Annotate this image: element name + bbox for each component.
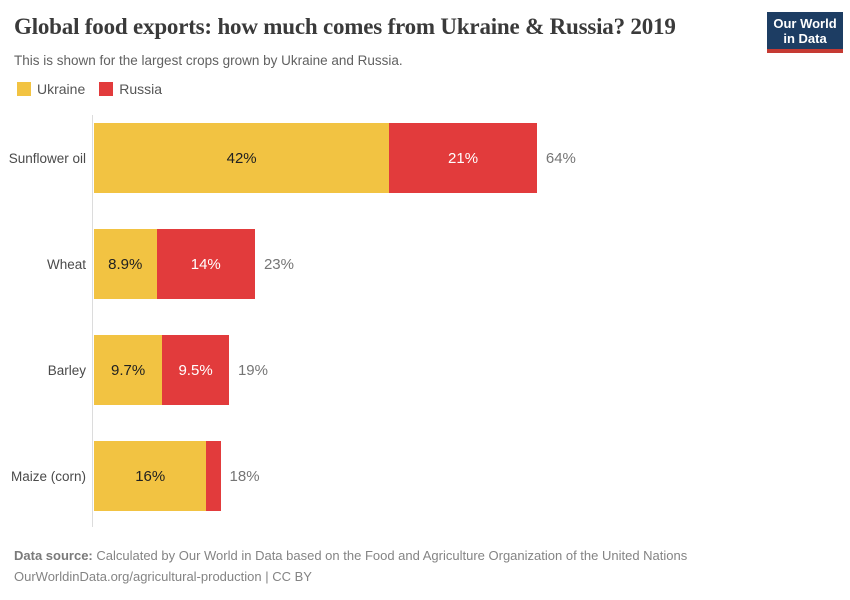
citation-line: OurWorldinData.org/agricultural-producti… xyxy=(14,566,836,587)
legend: Ukraine Russia xyxy=(17,81,162,97)
ukraine-value-label: 9.7% xyxy=(110,361,146,379)
category-label: Wheat xyxy=(46,256,86,272)
footer-separator: | xyxy=(261,569,273,584)
bar-chart: Sunflower oil 42% 21% 64% Wheat 8.9% 14% xyxy=(0,115,850,527)
page-title: Global food exports: how much comes from… xyxy=(14,14,676,39)
ukraine-bar-segment[interactable]: 42% xyxy=(94,123,390,193)
russia-bar-segment[interactable]: 14% xyxy=(156,229,255,299)
category-label: Barley xyxy=(47,362,86,378)
russia-bar-segment[interactable]: 21% xyxy=(389,123,537,193)
ukraine-swatch-icon xyxy=(17,82,31,96)
data-source-prefix: Data source: xyxy=(14,548,93,563)
chart-subtitle: This is shown for the largest crops grow… xyxy=(14,53,403,68)
total-value-label: 18% xyxy=(229,467,260,485)
total-value-label: 23% xyxy=(263,255,294,273)
data-source-text: Calculated by Our World in Data based on… xyxy=(92,548,688,563)
legend-item-ukraine[interactable]: Ukraine xyxy=(17,81,85,97)
footer: Data source: Calculated by Our World in … xyxy=(14,545,836,587)
legend-item-russia[interactable]: Russia xyxy=(99,81,162,97)
owid-logo: Our World in Data xyxy=(767,12,843,53)
ukraine-value-label: 42% xyxy=(226,149,257,167)
ukraine-bar-segment[interactable]: 16% xyxy=(94,441,207,511)
russia-bar-segment[interactable] xyxy=(206,441,221,511)
y-axis-line xyxy=(92,115,93,527)
category-label: Maize (corn) xyxy=(10,468,86,484)
data-source-line: Data source: Calculated by Our World in … xyxy=(14,545,836,566)
category-label: Sunflower oil xyxy=(8,150,86,166)
bar-row-maize-corn: Maize (corn) 16% 18% xyxy=(0,441,850,511)
legend-label-ukraine: Ukraine xyxy=(37,81,86,97)
bar-track: 9.7% 9.5% 19% xyxy=(94,335,268,405)
russia-bar-segment[interactable]: 9.5% xyxy=(162,335,229,405)
bar-row-sunflower-oil: Sunflower oil 42% 21% 64% xyxy=(0,123,850,193)
total-value-label: 64% xyxy=(545,149,576,167)
legend-label-russia: Russia xyxy=(119,81,163,97)
ukraine-value-label: 16% xyxy=(135,467,166,485)
russia-value-label: 21% xyxy=(448,149,479,167)
russia-value-label: 14% xyxy=(190,255,221,273)
russia-swatch-icon xyxy=(99,82,114,96)
ukraine-value-label: 8.9% xyxy=(108,255,143,273)
bar-row-barley: Barley 9.7% 9.5% 19% xyxy=(0,335,850,405)
bar-row-wheat: Wheat 8.9% 14% 23% xyxy=(0,229,850,299)
owid-logo-text: Our World in Data xyxy=(767,12,843,49)
total-value-label: 19% xyxy=(237,361,268,379)
bar-track: 16% 18% xyxy=(94,441,260,511)
license-link[interactable]: CC BY xyxy=(272,569,312,584)
ukraine-bar-segment[interactable]: 9.7% xyxy=(94,335,163,405)
bar-track: 8.9% 14% 23% xyxy=(94,229,294,299)
russia-value-label: 9.5% xyxy=(178,361,213,379)
ukraine-bar-segment[interactable]: 8.9% xyxy=(94,229,157,299)
citation-link[interactable]: OurWorldinData.org/agricultural-producti… xyxy=(14,569,262,584)
bar-track: 42% 21% 64% xyxy=(94,123,576,193)
owid-logo-line2: in Data xyxy=(783,31,827,46)
owid-logo-stripe xyxy=(767,49,843,53)
owid-logo-line1: Our World xyxy=(773,16,837,31)
